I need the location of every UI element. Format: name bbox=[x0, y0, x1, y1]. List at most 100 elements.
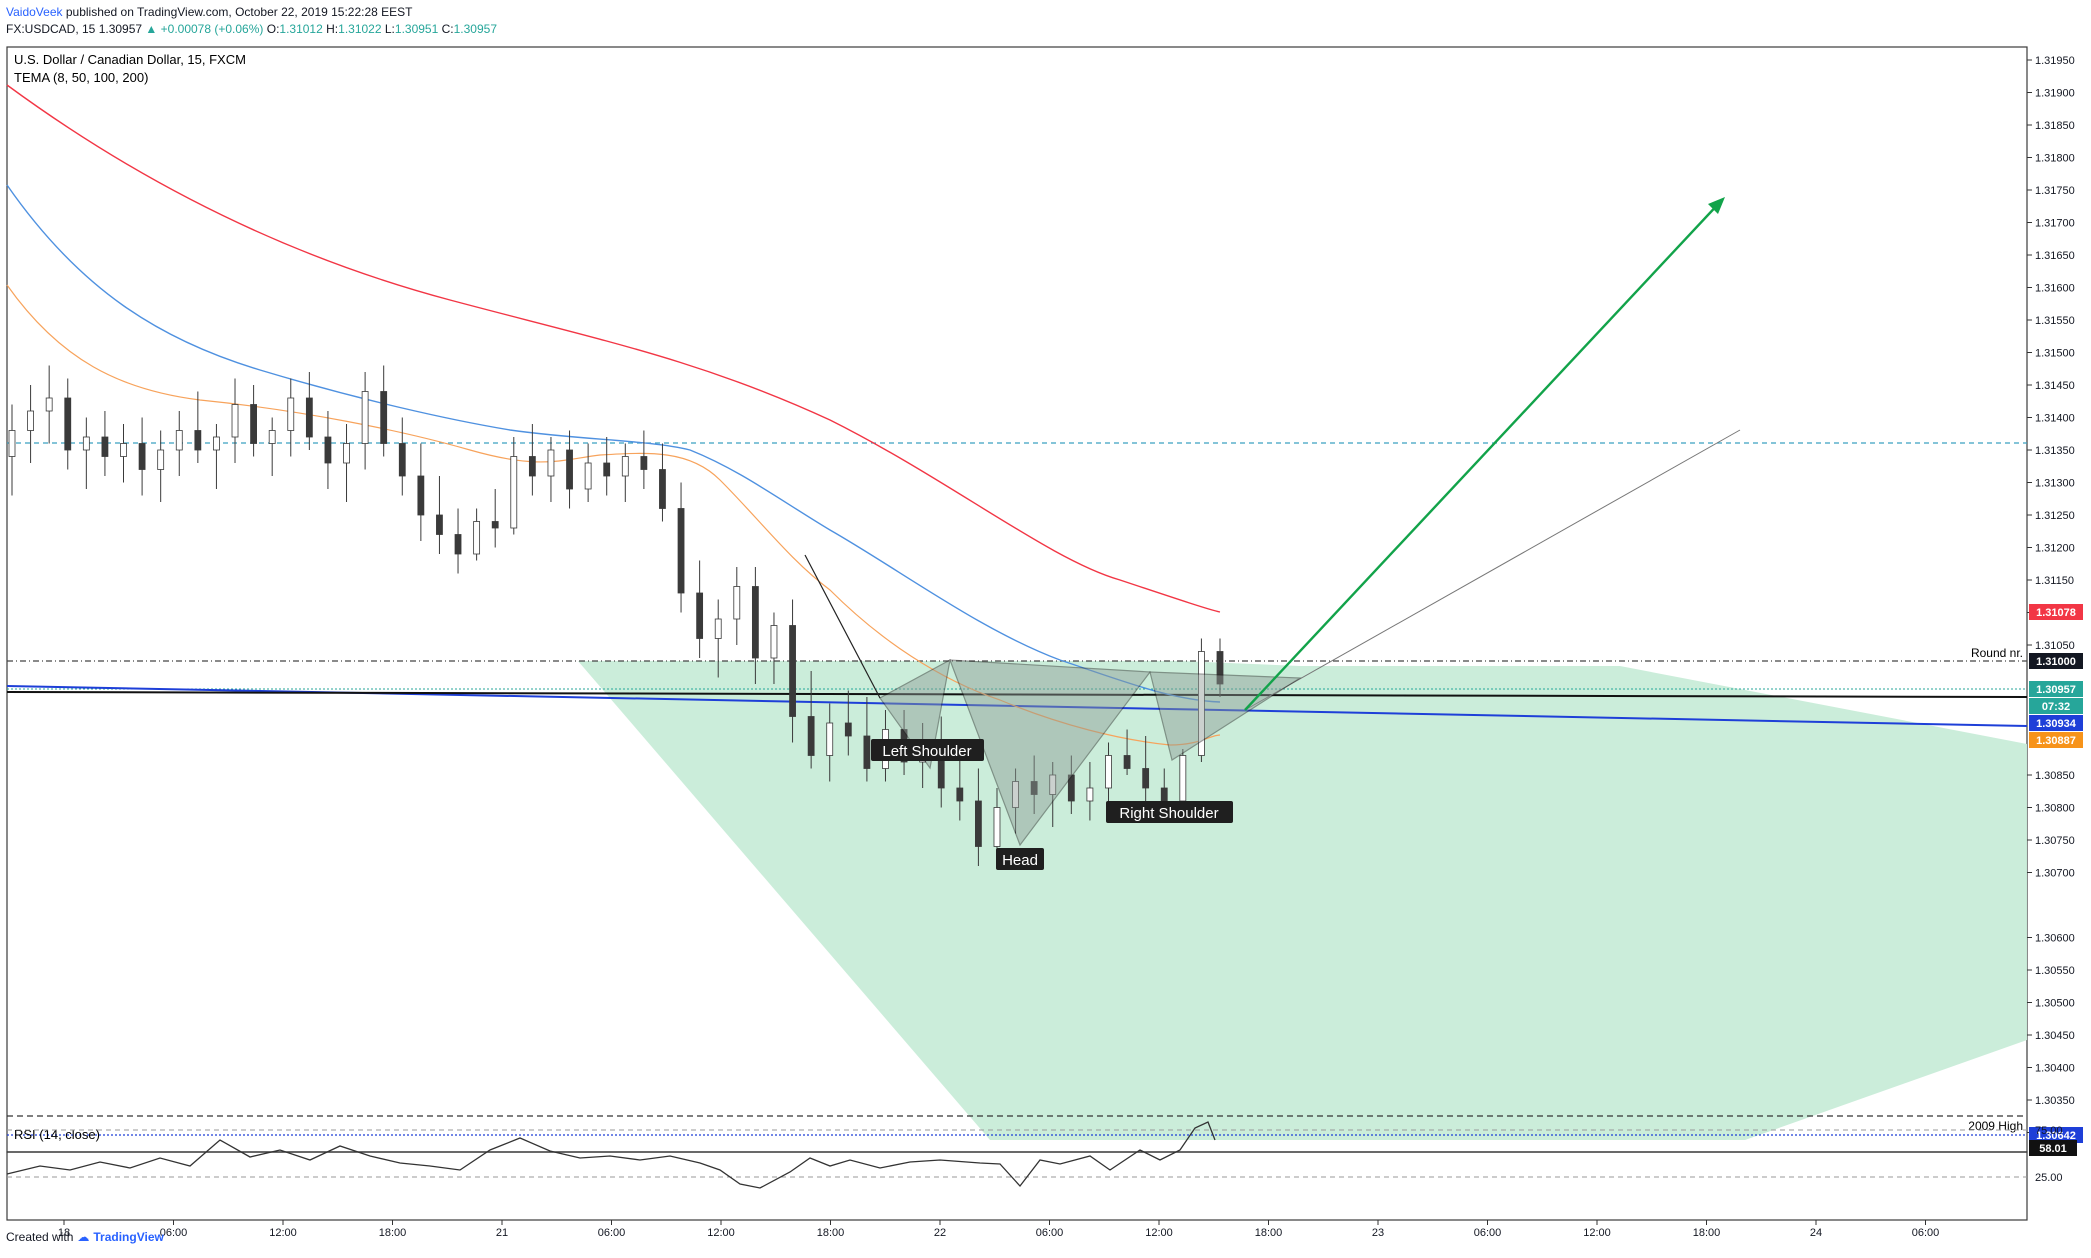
x-tick-label: 18:00 bbox=[1255, 1227, 1283, 1239]
candle-body bbox=[1160, 787, 1168, 802]
close-value: 1.30957 bbox=[453, 22, 498, 36]
candle-body bbox=[659, 469, 666, 509]
x-tick-label: 24 bbox=[1810, 1227, 1822, 1239]
label-head: Head bbox=[996, 848, 1044, 870]
candle bbox=[566, 430, 573, 509]
candle bbox=[82, 417, 90, 489]
candle bbox=[547, 437, 555, 502]
author-link[interactable]: VaidoVeek bbox=[6, 5, 63, 19]
candle bbox=[1123, 729, 1131, 775]
candle bbox=[826, 703, 834, 782]
candle-body bbox=[807, 716, 815, 756]
price-change: ▲ +0.00078 (+0.06%) bbox=[145, 22, 264, 36]
candle bbox=[696, 560, 704, 658]
candle-body bbox=[733, 586, 741, 620]
candle bbox=[993, 788, 1001, 860]
candle-body bbox=[510, 456, 518, 529]
label-right-shoulder: Right Shoulder bbox=[1106, 801, 1233, 823]
candle bbox=[751, 567, 759, 684]
rsi-last-text: 58.01 bbox=[2039, 1143, 2067, 1155]
candle bbox=[27, 385, 34, 463]
projection-arrow bbox=[1244, 199, 1723, 711]
candle bbox=[659, 443, 666, 522]
legend: U.S. Dollar / Canadian Dollar, 15, FXCM … bbox=[14, 52, 246, 85]
y-tick-label: 1.31250 bbox=[2035, 510, 2075, 522]
y-tick-label: 1.30700 bbox=[2035, 868, 2075, 880]
price-tag bbox=[2029, 698, 2083, 714]
y-tick-label: 1.30850 bbox=[2035, 770, 2075, 782]
candle-body bbox=[1179, 755, 1187, 802]
price-axis[interactable]: 1.31950 1.31900 1.31850 1.31800 1.31750 1.317… bbox=[2027, 55, 2075, 1140]
candle-body bbox=[287, 397, 295, 431]
rsi-last-tag bbox=[2029, 1140, 2077, 1156]
candle bbox=[194, 391, 202, 463]
candle bbox=[1086, 762, 1094, 821]
price-tag-text: 1.31000 bbox=[2036, 656, 2076, 668]
y-tick-label: 1.30550 bbox=[2035, 965, 2075, 977]
candle-body bbox=[993, 807, 1001, 847]
x-tick-label: 06:00 bbox=[598, 1227, 626, 1239]
y-tick-label: 1.31500 bbox=[2035, 348, 2075, 360]
price-tag bbox=[2029, 604, 2083, 620]
candle-body bbox=[417, 475, 425, 516]
price-labels: 1.31078 1.31000 1.30957 07:32 1.30934 1.30887… bbox=[2029, 604, 2083, 1143]
time-axis[interactable]: 18 06:00 12:00 18:00 21 06:00 12:00 18:00 22 06:0… bbox=[58, 1220, 1939, 1239]
y-tick-label: 1.30350 bbox=[2035, 1095, 2075, 1107]
candle-body bbox=[213, 436, 220, 451]
y-tick-label: 1.31600 bbox=[2035, 283, 2075, 295]
chart-title: U.S. Dollar / Canadian Dollar, 15, FXCM bbox=[14, 52, 246, 67]
x-tick-label: 12:00 bbox=[707, 1227, 735, 1239]
candle-body bbox=[398, 443, 406, 477]
candle-body bbox=[696, 592, 704, 639]
candle bbox=[714, 599, 722, 678]
candle-body bbox=[1067, 774, 1075, 802]
close-label: C: bbox=[441, 22, 454, 36]
candle-body bbox=[380, 391, 388, 444]
candle bbox=[1012, 768, 1019, 834]
created-text: Created with bbox=[6, 1230, 74, 1244]
candle-body bbox=[82, 436, 90, 451]
y-tick-label: 1.30400 bbox=[2035, 1063, 2075, 1075]
candle bbox=[138, 417, 146, 496]
price-tag-text: 1.31078 bbox=[2036, 607, 2076, 619]
rsi-axis: 75.00 58.01 25.00 bbox=[2029, 1125, 2077, 1184]
candle bbox=[101, 411, 109, 476]
candle-body bbox=[64, 397, 72, 451]
candle bbox=[64, 378, 72, 470]
x-tick-label: 18 bbox=[58, 1227, 70, 1239]
y-tick-label: 1.31800 bbox=[2035, 153, 2075, 165]
candle bbox=[213, 424, 220, 489]
candle bbox=[1198, 638, 1205, 762]
candle-body bbox=[677, 508, 685, 594]
open-value: 1.31012 bbox=[279, 22, 323, 36]
tradingview-logo-icon[interactable]: ☁ bbox=[77, 1230, 90, 1244]
candle-body bbox=[956, 787, 964, 802]
gray-projection-line bbox=[1244, 429, 1741, 711]
tema-50-line bbox=[6, 284, 1221, 746]
candle-body bbox=[603, 462, 611, 477]
candle bbox=[380, 365, 388, 457]
neckline bbox=[6, 691, 2028, 698]
x-tick-label: 22 bbox=[934, 1227, 946, 1239]
candle-body bbox=[361, 391, 369, 444]
high-label: H: bbox=[326, 22, 339, 36]
candle bbox=[770, 612, 778, 684]
candle bbox=[844, 690, 852, 756]
high-2009-label: 2009 High bbox=[1968, 1119, 2023, 1133]
candle-body bbox=[157, 449, 165, 470]
y-tick-label: 1.31700 bbox=[2035, 218, 2075, 230]
candle-body bbox=[1142, 768, 1150, 789]
price-tag bbox=[2029, 653, 2083, 669]
y-tick-label: 1.31150 bbox=[2035, 575, 2074, 587]
candle bbox=[157, 430, 165, 502]
candle-body bbox=[770, 625, 778, 659]
tradingview-brand[interactable]: TradingView bbox=[93, 1230, 164, 1244]
candle bbox=[510, 437, 518, 535]
candle-body bbox=[528, 456, 536, 477]
candle-body bbox=[584, 462, 592, 490]
x-tick-label: 06:00 bbox=[1912, 1227, 1940, 1239]
y-tick-label: 1.30500 bbox=[2035, 998, 2075, 1010]
x-tick-label: 12:00 bbox=[269, 1227, 297, 1239]
right-shoulder-shape bbox=[1149, 671, 1302, 761]
